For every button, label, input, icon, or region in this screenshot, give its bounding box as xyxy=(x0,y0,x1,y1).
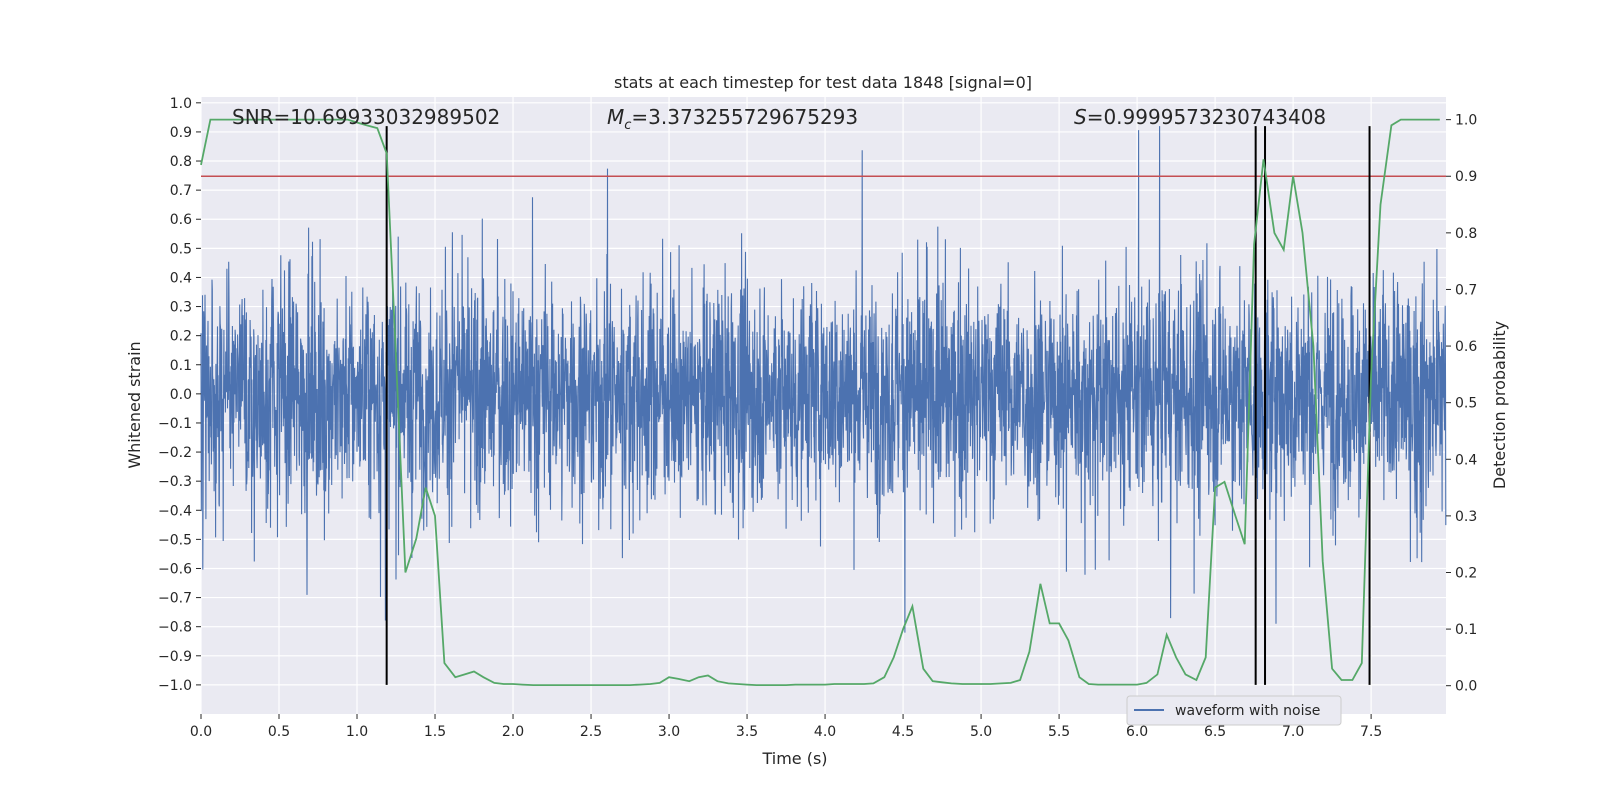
x-tick-label-11: 5.5 xyxy=(1048,724,1070,740)
x-tick-label-15: 7.5 xyxy=(1360,724,1382,740)
y-tick-label-11: −0.1 xyxy=(158,416,192,432)
x-axis-ticks: 0.0 0.5 1.0 1.5 2.0 2.5 3.0 3.5 4.0 4.5 5.0 5.5 6.0 6… xyxy=(190,714,1382,740)
x-tick-label-3: 1.5 xyxy=(424,724,446,740)
y-tick-label-9: 0.1 xyxy=(170,358,192,374)
y2-tick-label-6: 0.4 xyxy=(1455,452,1477,468)
x-tick-label-12: 6.0 xyxy=(1126,724,1148,740)
y-tick-label-20: −1.0 xyxy=(158,678,192,694)
chirp-mass-annotation: Mc=3.373255729675293 xyxy=(607,105,858,133)
y-tick-label-8: 0.2 xyxy=(170,329,192,345)
y-tick-label-16: −0.6 xyxy=(158,561,192,577)
y-tick-label-3: 0.7 xyxy=(170,183,192,199)
chirp-mass-symbol: M xyxy=(607,105,624,129)
snr-annotation: SNR=10.69933032989502 xyxy=(232,105,500,129)
detection-probability-series-group xyxy=(200,118,1440,686)
x-tick-label-7: 3.5 xyxy=(736,724,758,740)
y-tick-label-7: 0.3 xyxy=(170,300,192,316)
chirp-mass-subscript: c xyxy=(624,118,631,133)
y2-tick-label-3: 0.7 xyxy=(1455,282,1477,298)
y-tick-label-4: 0.6 xyxy=(170,212,192,228)
x-tick-label-10: 5.0 xyxy=(970,724,992,740)
y-left-axis-label: Whitened strain xyxy=(125,341,144,468)
legend-label: waveform with noise xyxy=(1175,703,1320,719)
x-tick-label-2: 1.0 xyxy=(346,724,368,740)
y2-tick-label-0: 1.0 xyxy=(1455,113,1477,129)
y-left-axis-ticks: 1.0 0.9 0.8 0.7 0.6 0.5 0.4 0.3 0.2 0.1 0.0 −0.1 −0.… xyxy=(158,96,201,694)
y-right-axis-label: Detection probability xyxy=(1490,321,1509,489)
y-tick-label-18: −0.8 xyxy=(158,620,192,636)
y-tick-label-17: −0.7 xyxy=(158,591,192,607)
y2-tick-label-5: 0.5 xyxy=(1455,396,1477,412)
y-tick-label-19: −0.9 xyxy=(158,649,192,665)
y2-tick-label-4: 0.6 xyxy=(1455,339,1477,355)
y-tick-label-10: 0.0 xyxy=(170,387,192,403)
chirp-mass-value: =3.373255729675293 xyxy=(631,105,858,129)
x-axis-label: Time (s) xyxy=(761,749,827,768)
x-tick-label-13: 6.5 xyxy=(1204,724,1226,740)
x-tick-label-8: 4.0 xyxy=(814,724,836,740)
detection-probability-line xyxy=(200,118,1440,686)
y2-tick-label-10: 0.0 xyxy=(1455,679,1477,695)
x-tick-label-1: 0.5 xyxy=(268,724,290,740)
y2-tick-label-9: 0.1 xyxy=(1455,622,1477,638)
waveform-line xyxy=(200,126,1447,633)
x-tick-label-9: 4.5 xyxy=(892,724,914,740)
score-value: =0.9999573230743408 xyxy=(1087,105,1326,129)
x-tick-label-14: 7.0 xyxy=(1282,724,1304,740)
y-tick-label-6: 0.4 xyxy=(170,270,192,286)
y-tick-label-2: 0.8 xyxy=(170,154,192,170)
x-tick-label-0: 0.0 xyxy=(190,724,212,740)
y-tick-label-0: 1.0 xyxy=(170,96,192,112)
y-tick-label-12: −0.2 xyxy=(158,445,192,461)
y-tick-label-14: −0.4 xyxy=(158,503,192,519)
y2-tick-label-2: 0.8 xyxy=(1455,226,1477,242)
x-tick-label-5: 2.5 xyxy=(580,724,602,740)
y-tick-label-1: 0.9 xyxy=(170,125,192,141)
y2-tick-label-8: 0.2 xyxy=(1455,565,1477,581)
legend: waveform with noise xyxy=(1126,695,1342,726)
y-tick-label-13: −0.3 xyxy=(158,474,192,490)
chart-title: stats at each timestep for test data 184… xyxy=(614,73,1032,92)
y2-tick-label-7: 0.3 xyxy=(1455,509,1477,525)
x-tick-label-4: 2.0 xyxy=(502,724,524,740)
y-tick-label-15: −0.5 xyxy=(158,532,192,548)
waveform-with-noise-series xyxy=(200,126,1447,633)
score-symbol: S xyxy=(1074,105,1087,129)
legend-box xyxy=(1126,695,1342,726)
x-tick-label-6: 3.0 xyxy=(658,724,680,740)
score-annotation: S=0.9999573230743408 xyxy=(1074,105,1326,129)
y-tick-label-5: 0.5 xyxy=(170,241,192,257)
y-right-axis-ticks: 1.0 0.9 0.8 0.7 0.6 0.5 0.4 0.3 0.2 0.1 0.0 xyxy=(1446,113,1477,695)
y2-tick-label-1: 0.9 xyxy=(1455,169,1477,185)
